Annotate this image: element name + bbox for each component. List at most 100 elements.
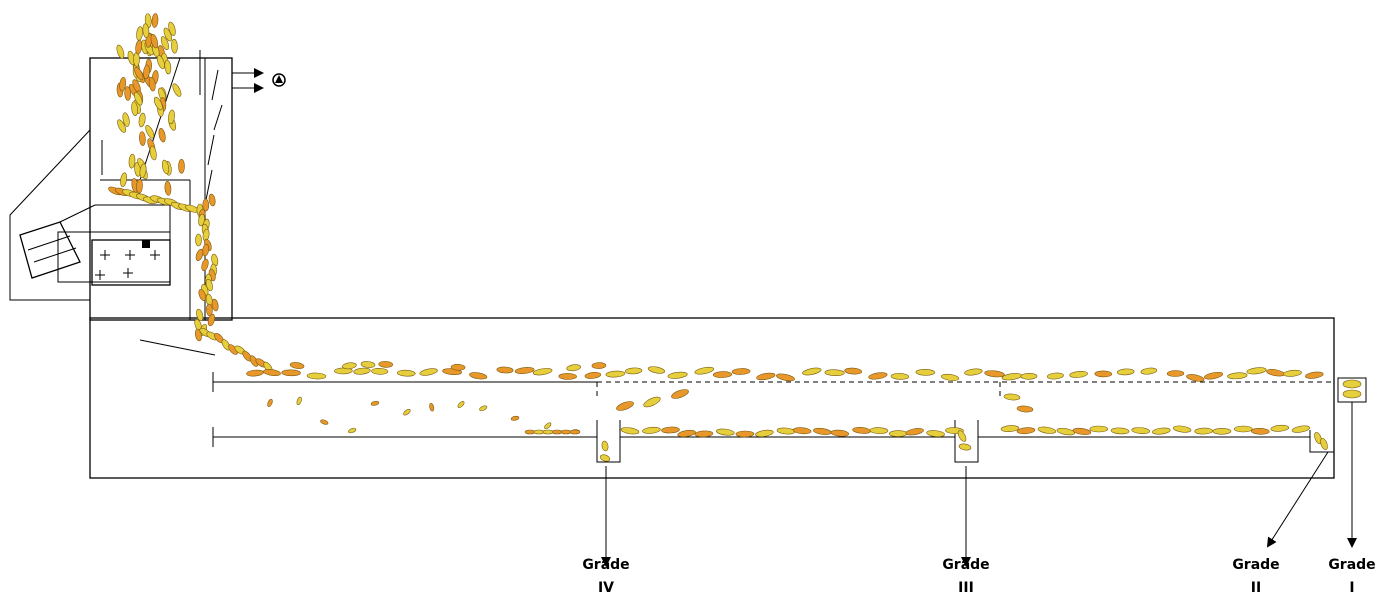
outlet-grade-iv: [596, 420, 621, 463]
rice-grain: [122, 112, 130, 127]
rice-grain: [584, 371, 602, 379]
rice-grain: [1016, 405, 1034, 413]
rice-grain: [1003, 393, 1021, 401]
grade-iii-label: Grade: [942, 557, 989, 573]
rice-grain: [888, 430, 908, 437]
rice-grain: [1204, 371, 1223, 380]
rice-grain: [342, 362, 357, 370]
rice-grain: [716, 428, 735, 436]
rice-grain: [267, 398, 273, 407]
rice-grain: [1089, 425, 1109, 433]
rice-grain: [1251, 427, 1270, 435]
rice-grain: [1194, 427, 1213, 435]
rice-grain: [150, 33, 158, 49]
rice-grain: [1266, 369, 1285, 377]
rice-grain: [429, 402, 435, 412]
rice-grain: [601, 440, 609, 452]
rice-grain: [869, 427, 889, 434]
rice-grain: [163, 27, 172, 42]
rice-grain: [1342, 389, 1362, 399]
grade-iv-label-group: Grade IV: [582, 557, 629, 596]
rice-grain: [360, 361, 376, 368]
rice-grain: [138, 112, 146, 128]
rice-grain: [671, 389, 689, 399]
rice-grain: [643, 396, 661, 408]
grade-iv-number: IV: [598, 580, 614, 596]
rice-grain: [145, 125, 155, 139]
rice-grain: [371, 367, 389, 375]
rice-grain: [1172, 425, 1192, 433]
rice-grain: [802, 367, 822, 376]
rice-grain: [153, 96, 163, 111]
rice-grain: [133, 91, 143, 106]
grade-i-label: Grade: [1328, 557, 1375, 573]
rice-grain: [120, 172, 128, 187]
rice-grain: [591, 362, 607, 369]
rice-grain: [661, 426, 680, 434]
grade-i-number: I: [1349, 580, 1354, 596]
roller-box: [91, 239, 171, 286]
rice-grain: [136, 26, 143, 41]
rice-grain: [560, 429, 572, 435]
rice-grain: [792, 427, 812, 435]
grade-ii-number: II: [1251, 580, 1261, 596]
rice-grain: [524, 429, 536, 435]
rice-grain: [667, 371, 688, 379]
rice-grain: [136, 178, 143, 194]
rice-grain: [890, 373, 910, 380]
rice-grain: [196, 308, 204, 322]
rice-grain: [533, 429, 545, 435]
rice-grain: [198, 288, 207, 302]
rice-grain: [544, 422, 552, 430]
rice-grain: [915, 368, 936, 376]
rice-grain: [957, 430, 967, 442]
rice-grain: [551, 429, 563, 435]
rice-grain: [566, 364, 581, 372]
rice-grain: [289, 362, 305, 369]
rice-grain: [776, 427, 796, 435]
grade-iv-label: Grade: [582, 557, 629, 573]
rice-grain: [142, 23, 150, 38]
rice-grain: [211, 298, 219, 312]
rice-grain: [599, 454, 611, 462]
rice-grain: [830, 429, 850, 437]
rice-grain: [926, 430, 945, 438]
rice-grain: [1227, 372, 1248, 380]
rice-grain: [514, 367, 535, 374]
rice-grain: [624, 367, 643, 375]
rice-grain: [479, 405, 488, 412]
rice-grain: [1234, 425, 1253, 433]
rice-grain: [868, 372, 888, 380]
rice-grain: [156, 55, 165, 70]
feed-hopper-assembly: [9, 50, 286, 321]
rice-grain: [1016, 427, 1036, 435]
rice-grain: [694, 366, 715, 375]
rice-grain: [378, 361, 393, 368]
rice-grain: [1166, 370, 1185, 377]
rice-grain: [133, 52, 140, 67]
rice-grain: [457, 401, 465, 408]
rice-grain: [712, 371, 733, 378]
rice-grain: [131, 101, 138, 116]
rice-grain: [320, 419, 329, 425]
rice-grain: [1291, 425, 1311, 433]
rice-grain: [1069, 370, 1088, 378]
rice-grain: [605, 370, 626, 378]
rice-grain: [569, 429, 581, 435]
rice-grain: [1305, 371, 1324, 379]
rice-grain: [694, 430, 714, 438]
rice-grain: [160, 36, 169, 51]
rice-grain: [616, 401, 634, 411]
rice-grain: [1037, 426, 1057, 434]
rice-grain: [116, 44, 125, 59]
rice-grain: [164, 59, 172, 75]
rice-grain: [1270, 424, 1290, 432]
rice-grain: [755, 429, 774, 437]
rice-grain: [1152, 427, 1171, 435]
rice-grain: [207, 313, 215, 327]
rice-grain: [1246, 367, 1267, 375]
rice-grain: [143, 64, 150, 80]
rice-grain: [1342, 379, 1362, 389]
rice-grain: [450, 363, 466, 371]
rice-grain: [642, 426, 661, 434]
